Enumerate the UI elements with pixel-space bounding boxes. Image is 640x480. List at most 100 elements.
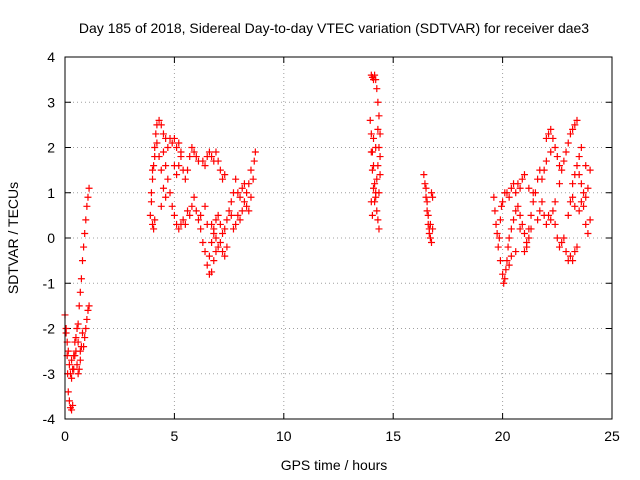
data-point <box>496 216 504 224</box>
data-point <box>82 216 90 224</box>
data-point <box>584 229 592 237</box>
data-point <box>199 157 207 165</box>
x-tick-label: 10 <box>276 428 292 444</box>
data-point <box>507 252 515 260</box>
data-point <box>181 175 189 183</box>
data-point <box>149 166 157 174</box>
y-tick-label: 1 <box>47 185 55 201</box>
data-point <box>555 162 563 170</box>
series-seg-14 <box>366 71 384 233</box>
y-tick-label: -2 <box>43 321 56 337</box>
data-point <box>168 202 176 210</box>
data-point <box>510 216 518 224</box>
data-point <box>227 198 235 206</box>
data-point <box>216 220 224 228</box>
data-point <box>74 320 82 328</box>
data-point <box>221 225 229 233</box>
data-point <box>492 220 500 228</box>
data-point <box>560 157 568 165</box>
data-point <box>555 243 563 251</box>
data-point <box>186 153 194 161</box>
x-tick-label: 0 <box>61 428 69 444</box>
data-point <box>420 171 428 179</box>
data-point <box>374 162 382 170</box>
data-point <box>157 121 165 129</box>
data-point <box>150 162 158 170</box>
data-point <box>512 207 520 215</box>
data-point <box>190 148 198 156</box>
data-point <box>162 162 170 170</box>
data-point <box>514 180 522 188</box>
data-point <box>542 220 550 228</box>
data-point <box>551 144 559 151</box>
data-point <box>155 153 163 161</box>
data-point <box>372 76 380 84</box>
data-point <box>569 125 577 133</box>
data-point <box>62 325 70 332</box>
data-point <box>516 184 524 192</box>
data-point <box>66 370 74 378</box>
data-point <box>505 261 513 269</box>
data-point <box>69 401 77 409</box>
data-point <box>188 144 196 151</box>
data-point <box>168 139 176 147</box>
y-tick-label: -1 <box>43 275 56 291</box>
data-point <box>186 211 194 219</box>
data-point <box>374 216 382 224</box>
data-point <box>569 193 577 201</box>
data-point <box>150 225 158 233</box>
data-point <box>518 175 526 183</box>
plot-frame <box>64 56 613 420</box>
data-point <box>173 144 181 151</box>
data-point <box>201 162 209 170</box>
data-point <box>219 248 227 256</box>
data-point <box>553 153 561 161</box>
data-point <box>573 243 581 251</box>
data-point <box>197 211 205 219</box>
data-point <box>65 397 73 405</box>
data-point <box>577 180 585 188</box>
data-point <box>73 325 81 332</box>
data-point <box>494 243 502 251</box>
data-point <box>76 347 84 355</box>
data-point <box>216 239 224 247</box>
data-point <box>555 180 563 188</box>
data-point <box>427 189 435 197</box>
data-point <box>221 171 229 179</box>
data-point <box>542 134 550 142</box>
data-point <box>376 153 384 161</box>
data-point <box>422 193 430 201</box>
data-point <box>221 252 229 260</box>
data-point <box>208 153 216 161</box>
series-seg-0-1 <box>61 184 93 414</box>
data-point <box>76 288 84 296</box>
data-point <box>159 148 167 156</box>
data-point <box>367 130 375 138</box>
data-point <box>72 334 80 342</box>
data-point <box>372 144 380 151</box>
y-axis-label: SDTVAR / TECUs <box>5 182 21 294</box>
data-point <box>159 184 167 192</box>
data-point <box>496 257 504 265</box>
data-point <box>82 325 90 332</box>
chart-title: Day 185 of 2018, Sidereal Day-to-day VTE… <box>79 20 589 36</box>
data-point <box>376 171 384 179</box>
data-point <box>249 175 257 183</box>
data-point <box>243 189 251 197</box>
data-point <box>159 130 167 138</box>
data-point <box>512 189 520 197</box>
data-point <box>245 207 253 215</box>
data-point <box>367 198 375 206</box>
data-point <box>190 193 198 201</box>
data-point <box>245 180 253 188</box>
data-point <box>424 211 432 219</box>
data-point <box>499 270 507 278</box>
data-point <box>499 198 507 206</box>
data-point <box>569 180 577 188</box>
data-point <box>507 184 515 192</box>
data-point <box>516 211 524 219</box>
data-point <box>536 207 544 215</box>
data-point <box>199 239 207 247</box>
data-point <box>65 361 73 369</box>
data-point <box>83 202 91 210</box>
